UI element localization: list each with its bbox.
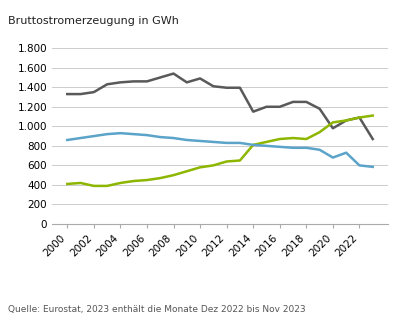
Erneuerbar — [65, 182, 70, 186]
Fossil — [344, 118, 348, 122]
Erneuerbar — [211, 164, 216, 167]
Nuklear — [78, 136, 83, 140]
Fossil — [144, 79, 149, 83]
Erneuerbar — [78, 181, 83, 185]
Erneuerbar — [171, 173, 176, 177]
Erneuerbar — [344, 118, 348, 122]
Fossil — [211, 84, 216, 88]
Erneuerbar — [184, 169, 189, 173]
Nuklear — [65, 138, 70, 142]
Fossil — [65, 92, 70, 96]
Erneuerbar — [158, 176, 163, 180]
Fossil — [304, 100, 309, 104]
Erneuerbar — [144, 178, 149, 182]
Nuklear — [317, 148, 322, 152]
Fossil — [184, 80, 189, 84]
Line: Nuklear: Nuklear — [67, 133, 373, 167]
Erneuerbar — [330, 121, 335, 124]
Text: Quelle: Eurostat, 2023 enthält die Monate Dez 2022 bis Nov 2023: Quelle: Eurostat, 2023 enthält die Monat… — [8, 305, 306, 314]
Erneuerbar — [357, 116, 362, 119]
Fossil — [251, 110, 256, 114]
Nuklear — [264, 144, 269, 148]
Erneuerbar — [304, 137, 309, 141]
Nuklear — [330, 156, 335, 159]
Erneuerbar — [92, 184, 96, 188]
Nuklear — [211, 140, 216, 144]
Erneuerbar — [118, 181, 123, 185]
Nuklear — [304, 146, 309, 150]
Fossil — [277, 105, 282, 109]
Line: Erneuerbar: Erneuerbar — [67, 116, 373, 186]
Fossil — [118, 80, 123, 84]
Erneuerbar — [317, 130, 322, 134]
Nuklear — [291, 146, 296, 150]
Nuklear — [251, 143, 256, 147]
Nuklear — [277, 145, 282, 149]
Text: Bruttostromerzeugung in GWh: Bruttostromerzeugung in GWh — [8, 16, 179, 26]
Nuklear — [184, 138, 189, 142]
Nuklear — [224, 141, 229, 145]
Fossil — [92, 90, 96, 94]
Erneuerbar — [277, 137, 282, 141]
Fossil — [317, 107, 322, 111]
Nuklear — [158, 135, 163, 139]
Erneuerbar — [264, 140, 269, 144]
Fossil — [357, 116, 362, 119]
Nuklear — [357, 164, 362, 167]
Erneuerbar — [105, 184, 110, 188]
Erneuerbar — [370, 114, 375, 117]
Fossil — [330, 126, 335, 130]
Nuklear — [118, 131, 123, 135]
Line: Fossil: Fossil — [67, 74, 373, 139]
Nuklear — [92, 134, 96, 138]
Fossil — [198, 76, 202, 80]
Fossil — [264, 105, 269, 109]
Erneuerbar — [291, 136, 296, 140]
Fossil — [78, 92, 83, 96]
Fossil — [131, 79, 136, 83]
Fossil — [370, 137, 375, 141]
Nuklear — [131, 132, 136, 136]
Fossil — [105, 82, 110, 86]
Fossil — [224, 86, 229, 90]
Nuklear — [344, 151, 348, 155]
Fossil — [158, 76, 163, 79]
Fossil — [171, 72, 176, 76]
Erneuerbar — [131, 179, 136, 183]
Nuklear — [105, 132, 110, 136]
Fossil — [238, 86, 242, 90]
Fossil — [291, 100, 296, 104]
Nuklear — [370, 165, 375, 169]
Erneuerbar — [224, 160, 229, 164]
Erneuerbar — [198, 165, 202, 169]
Erneuerbar — [238, 159, 242, 163]
Nuklear — [144, 133, 149, 137]
Nuklear — [238, 141, 242, 145]
Erneuerbar — [251, 143, 256, 147]
Nuklear — [198, 139, 202, 143]
Nuklear — [171, 136, 176, 140]
